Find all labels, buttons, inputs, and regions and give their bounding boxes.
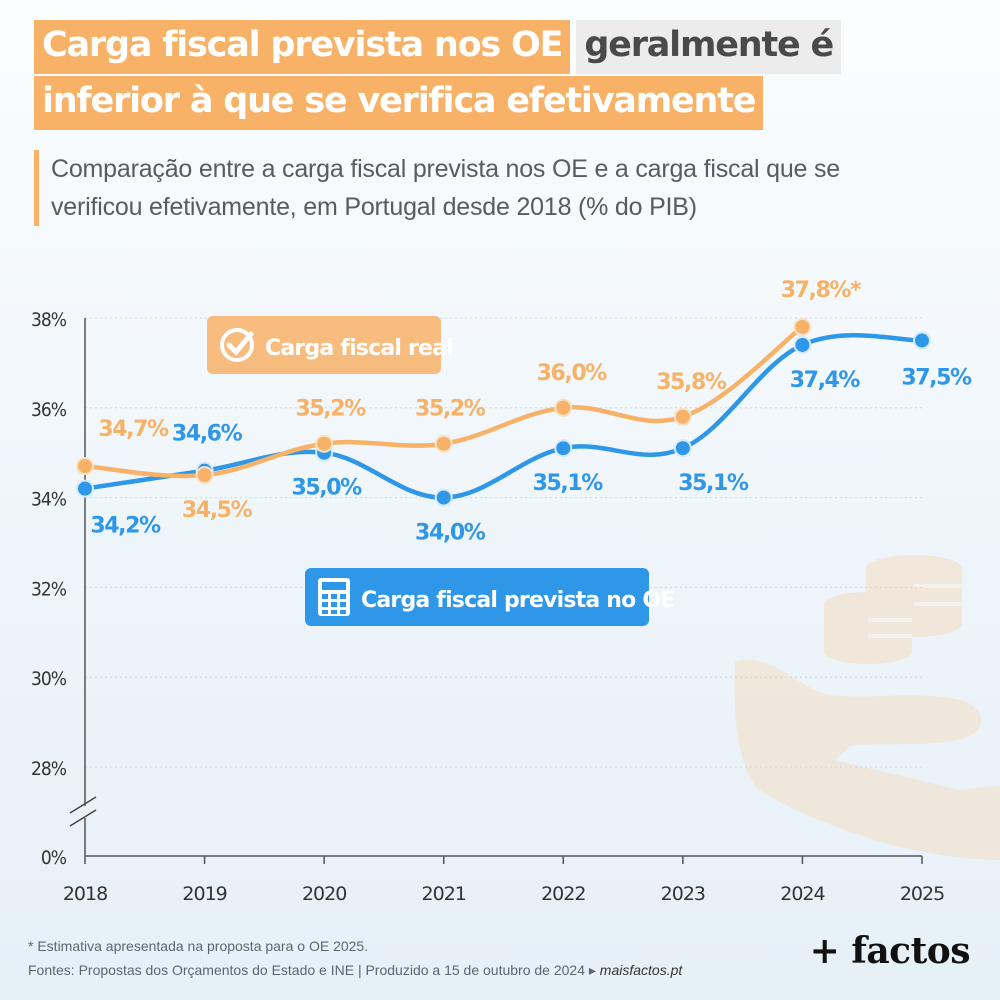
- data-label-predicted: 34,2%: [90, 514, 161, 539]
- data-label-predicted: 37,5%: [901, 365, 972, 390]
- data-point-real: [554, 398, 573, 417]
- data-point-predicted: [554, 439, 573, 458]
- title-highlight-3: inferior à que se verifica efetivamente: [34, 76, 764, 130]
- data-point-predicted: [434, 488, 453, 507]
- sources: Fontes: Propostas dos Orçamentos do Esta…: [28, 962, 682, 979]
- data-point-predicted: [913, 331, 931, 350]
- axis-break-mark: [69, 796, 97, 814]
- series-line-predicted: [82, 332, 925, 500]
- sources-text: Fontes: Propostas dos Orçamentos do Esta…: [28, 962, 596, 978]
- x-tick-label: 2024: [780, 883, 825, 905]
- legend-predicted-label: Carga fiscal prevista no OE: [361, 588, 674, 613]
- hand-icon: [734, 659, 1000, 860]
- x-tick-label: 2023: [661, 883, 705, 905]
- data-point-real: [315, 434, 334, 453]
- series-layer: 34,7% 34,5% 35,2% 35,2% 36,0% 35,8% 37,8%* 34,2…: [76, 278, 973, 546]
- x-tick-label: 2022: [541, 883, 585, 905]
- y-tick-label: 38%: [31, 309, 67, 331]
- data-point-predicted: [793, 335, 812, 354]
- x-tick-label: 2018: [63, 883, 107, 905]
- data-label-predicted: 34,0%: [415, 521, 486, 546]
- y-tick-label: 30%: [31, 668, 67, 690]
- site-link[interactable]: maisfactos.pt: [599, 962, 683, 978]
- title-highlight-1: Carga fiscal prevista nos OE: [34, 20, 571, 74]
- data-label-predicted: 37,4%: [790, 368, 861, 393]
- x-tick-label: 2025: [900, 883, 944, 905]
- x-axis: 2018 2019 2020 2021 2022 2023 2024 2025: [63, 855, 945, 905]
- x-tick-label: 2019: [182, 883, 226, 905]
- x-tick-label: 2021: [422, 883, 466, 905]
- data-label-predicted: 35,1%: [533, 471, 604, 496]
- legend-real-label: Carga fiscal real: [265, 336, 453, 361]
- data-label-real: 35,2%: [295, 397, 366, 422]
- data-point-real: [76, 457, 94, 476]
- brand-logo: + factos: [809, 930, 971, 972]
- footnote: * Estimativa apresentada na proposta par…: [28, 938, 369, 954]
- legend-predicted: Carga fiscal prevista no OE: [305, 568, 675, 626]
- chart-subtitle: Comparação entre a carga fiscal prevista…: [34, 150, 931, 226]
- y-tick-label: 28%: [31, 758, 67, 780]
- data-label-real: 35,8%: [656, 370, 727, 395]
- title-highlight-2: geralmente é: [576, 20, 842, 74]
- data-point-real: [793, 317, 812, 336]
- y-tick-label: 36%: [31, 399, 67, 421]
- data-label-real: 35,2%: [415, 397, 486, 422]
- legend-real: Carga fiscal real: [207, 316, 454, 374]
- data-label-real: 34,5%: [182, 498, 253, 523]
- check-circle-icon: [220, 328, 254, 362]
- data-point-real: [673, 407, 692, 426]
- chart-title: Carga fiscal prevista nos OE geralmente é…: [34, 20, 934, 132]
- y-tick-label: 34%: [31, 489, 67, 511]
- data-point-predicted: [76, 479, 94, 498]
- data-point-real: [195, 466, 214, 485]
- y-axis: 38% 36% 34% 32% 30% 28% 0%: [31, 309, 97, 869]
- data-label-real: 37,8%*: [781, 278, 862, 303]
- data-point-real: [434, 434, 453, 453]
- data-label-predicted: 35,1%: [678, 471, 749, 496]
- data-label-predicted: 34,6%: [172, 422, 243, 447]
- data-point-predicted: [673, 439, 692, 458]
- axis-break-mark: [69, 809, 97, 827]
- y-tick-label: 0%: [41, 847, 67, 869]
- coins-icon: [824, 555, 962, 664]
- data-label-real: 36,0%: [537, 361, 608, 386]
- x-tick-label: 2020: [302, 883, 346, 905]
- y-tick-label: 32%: [31, 578, 67, 600]
- data-label-real: 34,7%: [98, 417, 169, 442]
- calculator-icon: [318, 578, 350, 616]
- data-label-predicted: 35,0%: [291, 476, 362, 501]
